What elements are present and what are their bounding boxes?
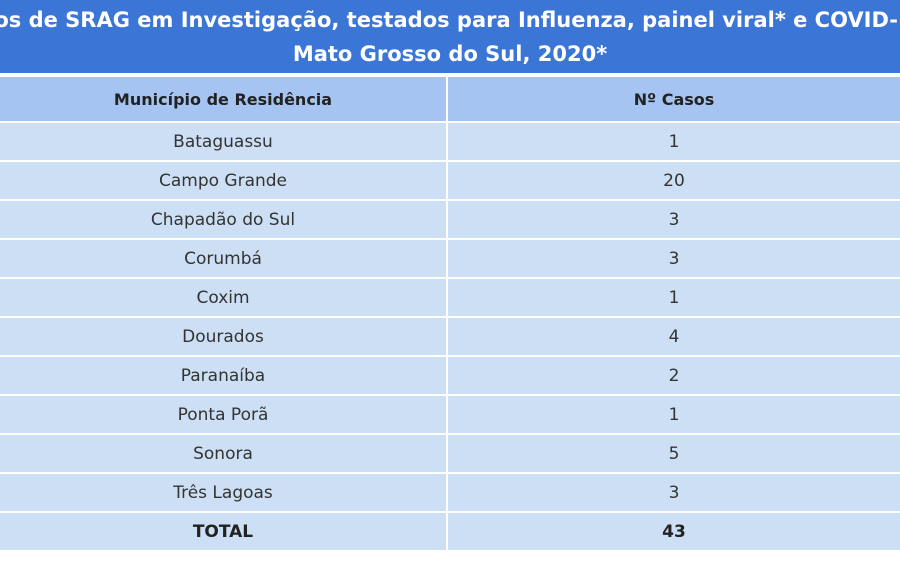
cell: Coxim: [0, 277, 448, 318]
title: Mato Grosso do Sul, 2020*: [292, 42, 608, 66]
row: Três Lagoas 3: [0, 472, 900, 513]
row: Bataguassu 1: [0, 121, 900, 162]
cell: 1: [446, 394, 900, 435]
cell: Paranaíba: [0, 355, 448, 396]
column-header: Nº Casos: [446, 75, 900, 123]
cell: TOTAL: [0, 511, 448, 552]
title-bar: sos de SRAG em Investigação, testados pa…: [0, 0, 900, 73]
cell: 4: [446, 316, 900, 357]
cell: 20: [446, 160, 900, 201]
cell: 3: [446, 199, 900, 240]
cell: 43: [446, 511, 900, 552]
column-header: Município de Residência: [0, 75, 448, 123]
cell: Corumbá: [0, 238, 448, 279]
cell: Bataguassu: [0, 121, 448, 162]
row: Campo Grande 20: [0, 160, 900, 201]
total-row: TOTAL 43: [0, 511, 900, 552]
cell: 5: [446, 433, 900, 474]
cell: 1: [446, 121, 900, 162]
cell: 3: [446, 238, 900, 279]
cell: 1: [446, 277, 900, 318]
cell: Sonora: [0, 433, 448, 474]
title: sos de SRAG em Investigação, testados pa…: [0, 8, 898, 32]
cell: 3: [446, 472, 900, 513]
table: Município de Residência Nº Casos Batagua…: [0, 75, 900, 552]
row: Dourados 4: [0, 316, 900, 357]
row: Sonora 5: [0, 433, 900, 474]
row: Ponta Porã 1: [0, 394, 900, 435]
cell: 2: [446, 355, 900, 396]
row: Chapadão do Sul 3: [0, 199, 900, 240]
row: Corumbá 3: [0, 238, 900, 279]
header-row: Município de Residência Nº Casos: [0, 75, 900, 123]
row: Paranaíba 2: [0, 355, 900, 396]
cell: Ponta Porã: [0, 394, 448, 435]
cell: Três Lagoas: [0, 472, 448, 513]
cell: Chapadão do Sul: [0, 199, 448, 240]
cell: Dourados: [0, 316, 448, 357]
cell: Campo Grande: [0, 160, 448, 201]
row: Coxim 1: [0, 277, 900, 318]
